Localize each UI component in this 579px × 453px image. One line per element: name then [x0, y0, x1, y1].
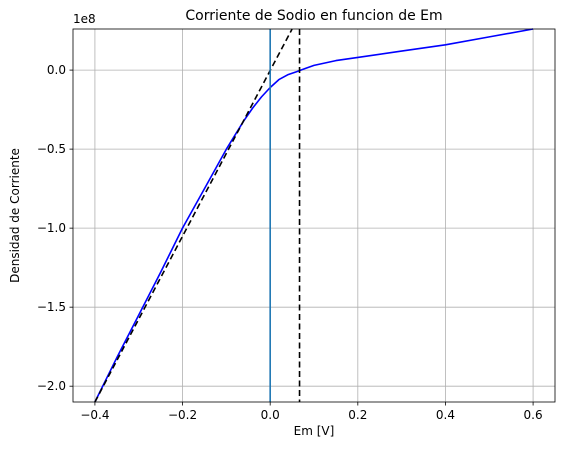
x-tick-label: 0.4: [436, 408, 455, 422]
axes-frame: [72, 28, 556, 403]
ticks: −0.4 −0.2 0.0 0.2 0.4 0.6 −2.0 −1.5 −1.0 −0.5 0.0: [37, 63, 543, 422]
y-axis-label: Densidad de Corriente: [8, 148, 22, 283]
x-tick-label: −0.2: [168, 408, 197, 422]
y-tick-label: 0.0: [47, 63, 66, 77]
series-line-1: [94, 28, 293, 403]
y-axis-scale-label: 1e8: [73, 12, 96, 26]
x-tick-label: 0.6: [524, 408, 543, 422]
x-tick-label: 0.0: [261, 408, 280, 422]
y-tick-label: −2.0: [37, 379, 66, 393]
chart-title: Corriente de Sodio en funcion de Em: [185, 8, 442, 24]
x-axis-label: Em [V]: [294, 424, 335, 438]
x-tick-label: −0.4: [80, 408, 109, 422]
y-tick-label: −1.0: [37, 221, 66, 235]
x-tick-label: 0.2: [348, 408, 367, 422]
y-tick-label: −1.5: [37, 300, 66, 314]
plot-area: [94, 28, 534, 403]
series-line-0: [94, 28, 534, 403]
grid: [73, 29, 555, 402]
y-tick-label: −0.5: [37, 142, 66, 156]
